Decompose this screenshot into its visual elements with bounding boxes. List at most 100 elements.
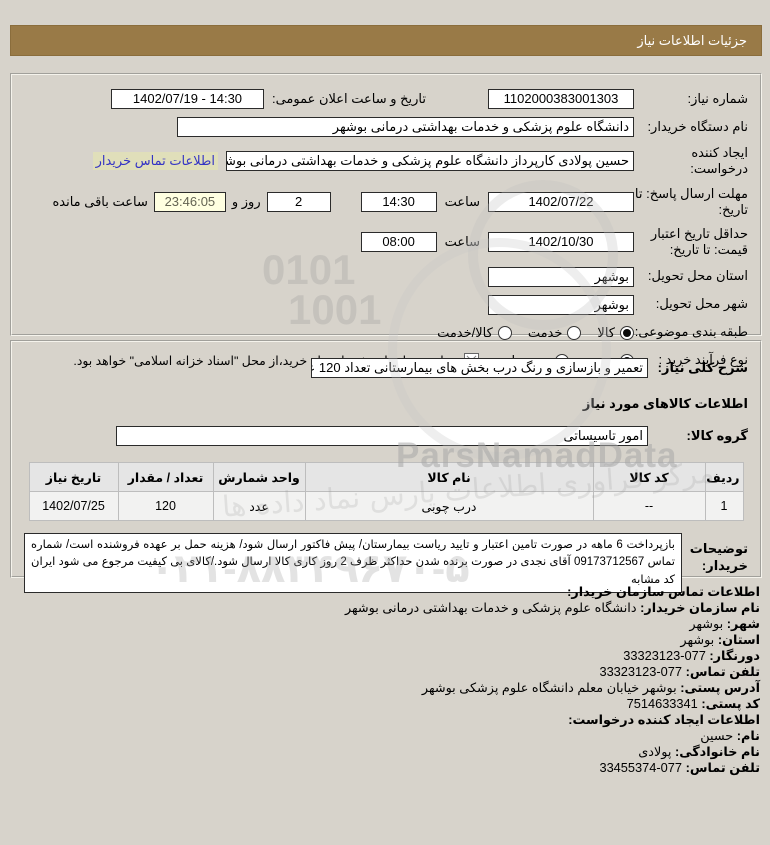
org-address-label: آدرس پستی: <box>680 680 760 695</box>
creator-phone-row: تلفن تماس: 33455374-077 <box>10 760 760 776</box>
request-creator-field[interactable]: حسین پولادی کارپرداز دانشگاه علوم پزشکی … <box>226 151 634 172</box>
creator-last-name-label: نام خانوادگی: <box>674 744 760 759</box>
request-creator-row: ایجاد کننده درخواست: حسین پولادی کارپردا… <box>24 145 748 178</box>
need-info-panel: شماره نیاز: 1102000383001303 تاریخ و ساع… <box>10 73 762 368</box>
org-city-row: شهر: بوشهر <box>10 616 760 632</box>
org-fax-row: دورنگار: 33323123-077 <box>10 648 760 664</box>
reply-deadline-row: مهلت ارسال پاسخ: تا تاریخ: 1402/07/22 سا… <box>24 186 748 219</box>
cell-unit: عدد <box>212 491 306 521</box>
cell-need-date: 1402/07/25 <box>28 491 119 521</box>
org-address-value: بوشهر خیابان معلم دانشگاه علوم پزشکی بوش… <box>421 680 677 695</box>
creator-phone-label: تلفن تماس: <box>685 760 760 775</box>
radio-selected-icon[interactable] <box>620 325 634 340</box>
classification-option-goods-label: کالا <box>597 324 615 340</box>
goods-group-row: گروه کالا: امور تاسیساتی <box>24 426 748 446</box>
remaining-days-field: 2 <box>266 191 331 212</box>
need-number-field[interactable]: 1102000383001303 <box>488 89 634 109</box>
col-item-code: کد کالا <box>592 462 706 492</box>
cell-quantity: 120 <box>117 491 214 521</box>
process-type-label: نوع فرآیند خرید : <box>658 352 748 368</box>
buyer-contact-link[interactable]: اطلاعات تماس خریدار <box>92 152 218 171</box>
price-validity-label: حداقل تاریخ اعتبار قیمت: تا تاریخ: <box>650 226 748 258</box>
need-number-label: شماره نیاز: <box>687 90 748 106</box>
org-city-label: شهر: <box>726 616 760 631</box>
col-quantity: تعداد / مقدار <box>117 462 214 492</box>
creator-first-name-value: حسین <box>700 728 734 743</box>
org-phone-label: تلفن تماس: <box>685 664 760 679</box>
goods-group-field[interactable]: امور تاسیساتی <box>116 426 648 446</box>
col-row-index: ردیف <box>704 462 744 492</box>
delivery-city-field[interactable]: بوشهر <box>488 294 634 315</box>
org-province-row: استان: بوشهر <box>10 632 760 648</box>
delivery-city-row: شهر محل تحویل: بوشهر <box>24 294 748 315</box>
creator-first-name-label: نام: <box>736 728 760 743</box>
creator-last-name-row: نام خانوادگی: پولادی <box>10 744 760 760</box>
cell-row-index: 1 <box>704 491 744 521</box>
price-validity-time-field[interactable]: 08:00 <box>360 232 437 253</box>
classification-row: طبقه بندی موضوعی: کالا خدمت کالا/خدمت <box>24 323 748 343</box>
countdown-timer: 23:46:05 <box>153 191 226 212</box>
classification-option-service[interactable]: خدمت <box>528 325 582 341</box>
org-phone-row: تلفن تماس: 33323123-077 <box>10 664 760 680</box>
col-unit: واحد شمارش <box>212 462 306 492</box>
reply-deadline-date-field[interactable]: 1402/07/22 <box>488 191 634 212</box>
buyer-notes-box: بازپرداخت 6 ماهه در صورت تامین اعتبار و … <box>24 533 682 593</box>
org-city-value: بوشهر <box>689 616 724 631</box>
price-validity-hour-label: ساعت <box>444 234 480 250</box>
price-validity-date-field[interactable]: 1402/10/30 <box>488 232 634 253</box>
remaining-days-label: روز و <box>231 193 261 209</box>
delivery-province-row: استان محل تحویل: بوشهر <box>24 266 748 287</box>
org-postal-code-label: کد پستی: <box>701 696 760 711</box>
creator-first-name-row: نام: حسین <box>10 728 760 744</box>
radio-unselected-icon[interactable] <box>497 325 512 340</box>
radio-unselected-icon[interactable] <box>567 325 582 340</box>
org-address-row: آدرس پستی: بوشهر خیابان معلم دانشگاه علو… <box>10 680 760 696</box>
need-number-row: شماره نیاز: 1102000383001303 تاریخ و ساع… <box>24 89 748 109</box>
classification-option-goods-service[interactable]: کالا/خدمت <box>437 325 512 341</box>
org-contact-header: اطلاعات تماس سازمان خریدار: <box>567 584 760 599</box>
price-validity-row: حداقل تاریخ اعتبار قیمت: تا تاریخ: 1402/… <box>24 226 748 259</box>
reply-deadline-label: مهلت ارسال پاسخ: تا تاریخ: <box>634 185 748 217</box>
page-title: جزئیات اطلاعات نیاز <box>637 32 747 48</box>
goods-section-header-text: اطلاعات کالاهای مورد نیاز <box>582 396 748 411</box>
countdown-label: ساعت باقی مانده <box>52 193 148 209</box>
overall-desc-row: شرح کلی نیاز: تعمیر و بازسازی و رنگ درب … <box>24 358 748 378</box>
org-fax-value: 33323123-077 <box>623 648 706 663</box>
delivery-province-field[interactable]: بوشهر <box>488 266 634 287</box>
buyer-org-row: نام دستگاه خریدار: دانشگاه علوم پزشکی و … <box>24 117 748 137</box>
creator-last-name-value: پولادی <box>638 744 672 759</box>
goods-group-label: گروه کالا: <box>686 428 748 443</box>
org-name-row: نام سازمان خریدار: دانشگاه علوم پزشکی و … <box>10 600 760 616</box>
col-need-date: تاریخ نیاز <box>28 462 119 492</box>
goods-section-header: اطلاعات کالاهای مورد نیاز <box>24 394 748 414</box>
reply-deadline-time-field[interactable]: 14:30 <box>360 191 437 212</box>
buyer-notes-label: توضیحات خریدار: <box>689 541 748 573</box>
goods-info-panel: شرح کلی نیاز: تعمیر و بازسازی و رنگ درب … <box>10 340 762 593</box>
org-name-label: نام سازمان خریدار: <box>640 600 760 615</box>
goods-table-header-row: ردیف کد کالا نام کالا واحد شمارش تعداد /… <box>28 462 744 492</box>
goods-table: ردیف کد کالا نام کالا واحد شمارش تعداد /… <box>28 462 744 521</box>
contact-info-section: اطلاعات تماس سازمان خریدار: نام سازمان خ… <box>10 584 760 776</box>
classification-option-goods[interactable]: کالا <box>597 325 634 341</box>
announcement-label: تاریخ و ساعت اعلان عمومی: <box>271 91 426 106</box>
classification-option-service-label: خدمت <box>527 324 563 340</box>
org-fax-label: دورنگار: <box>709 648 760 663</box>
overall-desc-field[interactable]: تعمیر و بازسازی و رنگ درب بخش های بیمارس… <box>311 358 648 378</box>
reply-deadline-hour-label: ساعت <box>444 193 480 209</box>
announcement-field[interactable]: 1402/07/19 - 14:30 <box>110 89 264 109</box>
org-province-label: استان: <box>717 632 760 647</box>
creator-phone-value: 33455374-077 <box>599 760 683 775</box>
delivery-province-label: استان محل تحویل: <box>647 268 748 284</box>
org-province-value: بوشهر <box>680 632 715 647</box>
cell-item-code: -- <box>592 491 706 521</box>
creator-contact-header: اطلاعات ایجاد کننده درخواست: <box>568 712 760 727</box>
org-postal-code-value: 7514633341 <box>626 696 698 711</box>
goods-table-row: 1 -- درب چوبی عدد 120 1402/07/25 <box>28 491 744 521</box>
buyer-org-field[interactable]: دانشگاه علوم پزشکی و خدمات بهداشتی درمان… <box>177 117 634 137</box>
page-title-bar: جزئیات اطلاعات نیاز <box>10 25 762 56</box>
delivery-city-label: شهر محل تحویل: <box>655 296 748 312</box>
buyer-notes-row: توضیحات خریدار: بازپرداخت 6 ماهه در صورت… <box>24 533 748 593</box>
org-phone-value: 33323123-077 <box>599 664 683 679</box>
classification-label: طبقه بندی موضوعی: <box>634 324 748 340</box>
cell-item-name: درب چوبی <box>304 491 594 521</box>
